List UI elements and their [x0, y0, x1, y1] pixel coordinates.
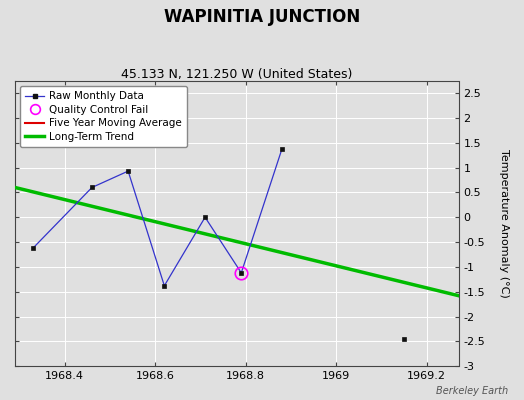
Title: 45.133 N, 121.250 W (United States): 45.133 N, 121.250 W (United States) — [121, 68, 353, 81]
Y-axis label: Temperature Anomaly (°C): Temperature Anomaly (°C) — [499, 149, 509, 298]
Text: Berkeley Earth: Berkeley Earth — [436, 386, 508, 396]
Text: WAPINITIA JUNCTION: WAPINITIA JUNCTION — [164, 8, 360, 26]
Legend: Raw Monthly Data, Quality Control Fail, Five Year Moving Average, Long-Term Tren: Raw Monthly Data, Quality Control Fail, … — [20, 86, 188, 147]
